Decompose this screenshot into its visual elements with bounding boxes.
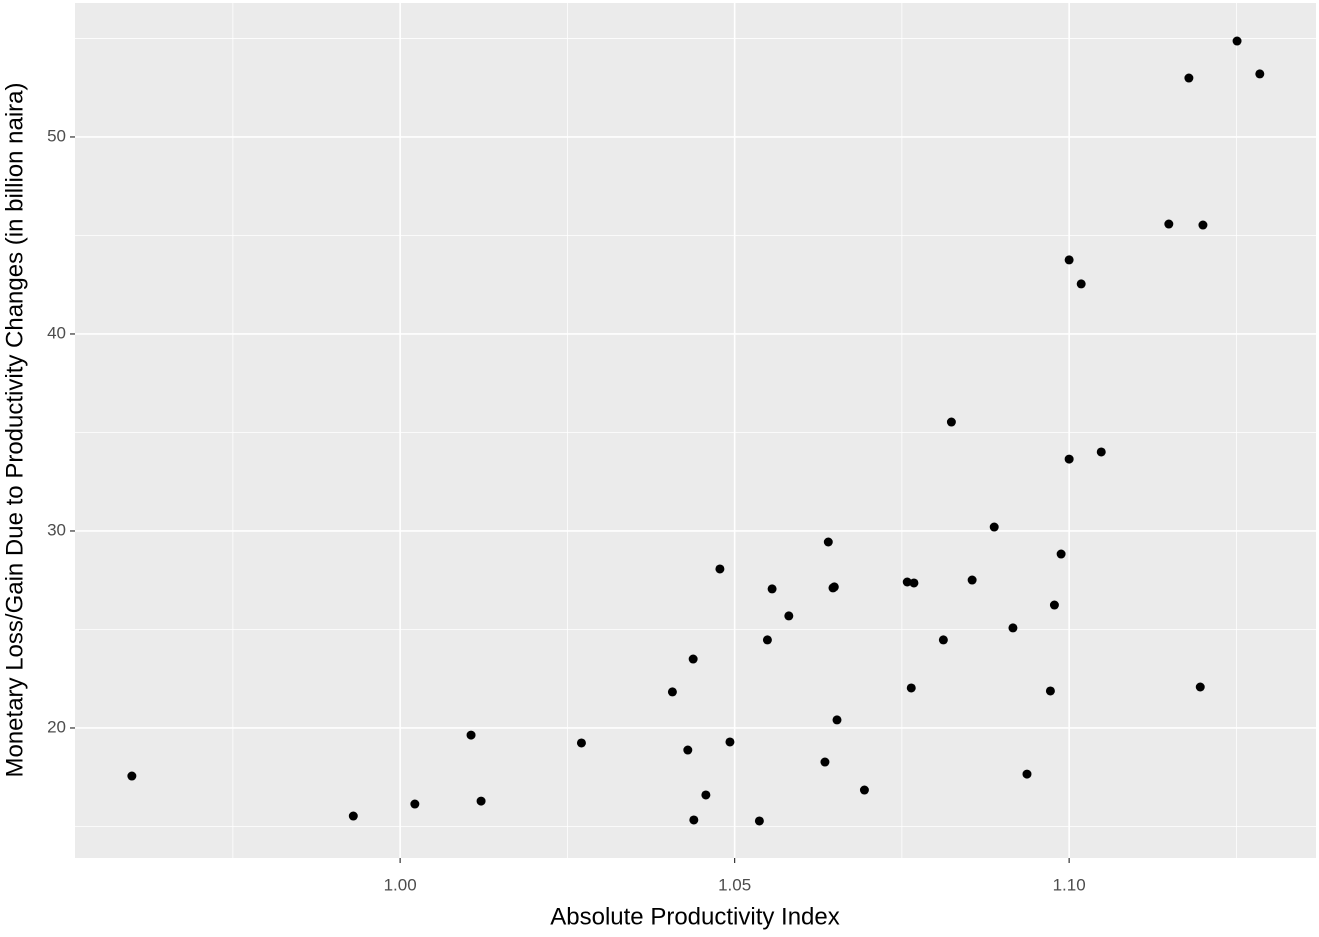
point: [1232, 36, 1242, 46]
point: [784, 611, 794, 621]
y-tick-label: 20: [47, 717, 66, 736]
grid: [75, 3, 1316, 858]
point: [688, 654, 698, 664]
point: [829, 582, 839, 592]
point: [909, 578, 919, 588]
point: [1008, 623, 1018, 633]
y-tick-label: 50: [47, 126, 66, 145]
marks: [127, 36, 1265, 826]
point: [902, 577, 912, 587]
point: [576, 738, 586, 748]
point: [1064, 454, 1074, 464]
point: [466, 730, 476, 740]
point: [1064, 255, 1074, 265]
point: [1049, 600, 1059, 610]
y-tick-label: 30: [47, 520, 66, 539]
point: [823, 537, 833, 547]
point: [127, 771, 137, 781]
point: [989, 522, 999, 532]
point: [1022, 769, 1032, 779]
point: [1195, 682, 1205, 692]
point: [1045, 686, 1055, 696]
x-axis-title: Absolute Productivity Index: [550, 903, 840, 930]
point: [946, 417, 956, 427]
x-tick-label: 1.10: [1053, 875, 1086, 894]
point: [348, 811, 358, 821]
point: [1076, 279, 1086, 289]
point: [820, 757, 830, 767]
point: [938, 635, 948, 645]
point: [715, 564, 725, 574]
point: [701, 790, 711, 800]
point: [906, 683, 916, 693]
point: [1164, 219, 1174, 229]
point: [832, 715, 842, 725]
point: [767, 584, 777, 594]
x-tick-label: 1.05: [718, 875, 751, 894]
point: [1184, 73, 1194, 83]
point: [754, 816, 764, 826]
point: [967, 575, 977, 585]
y-tick-label: 40: [47, 323, 66, 342]
point: [725, 737, 735, 747]
y-axis-title: Monetary Loss/Gain Due to Productivity C…: [1, 82, 28, 777]
x-tick-label: 1.00: [384, 875, 417, 894]
panel: [75, 3, 1316, 858]
point: [1096, 447, 1106, 457]
point: [410, 799, 420, 809]
point: [1198, 220, 1208, 230]
point: [683, 745, 693, 755]
point: [476, 796, 486, 806]
point: [859, 785, 869, 795]
point: [689, 815, 699, 825]
point: [1056, 549, 1066, 559]
point: [762, 635, 772, 645]
point: [667, 687, 677, 697]
point: [1255, 69, 1265, 79]
